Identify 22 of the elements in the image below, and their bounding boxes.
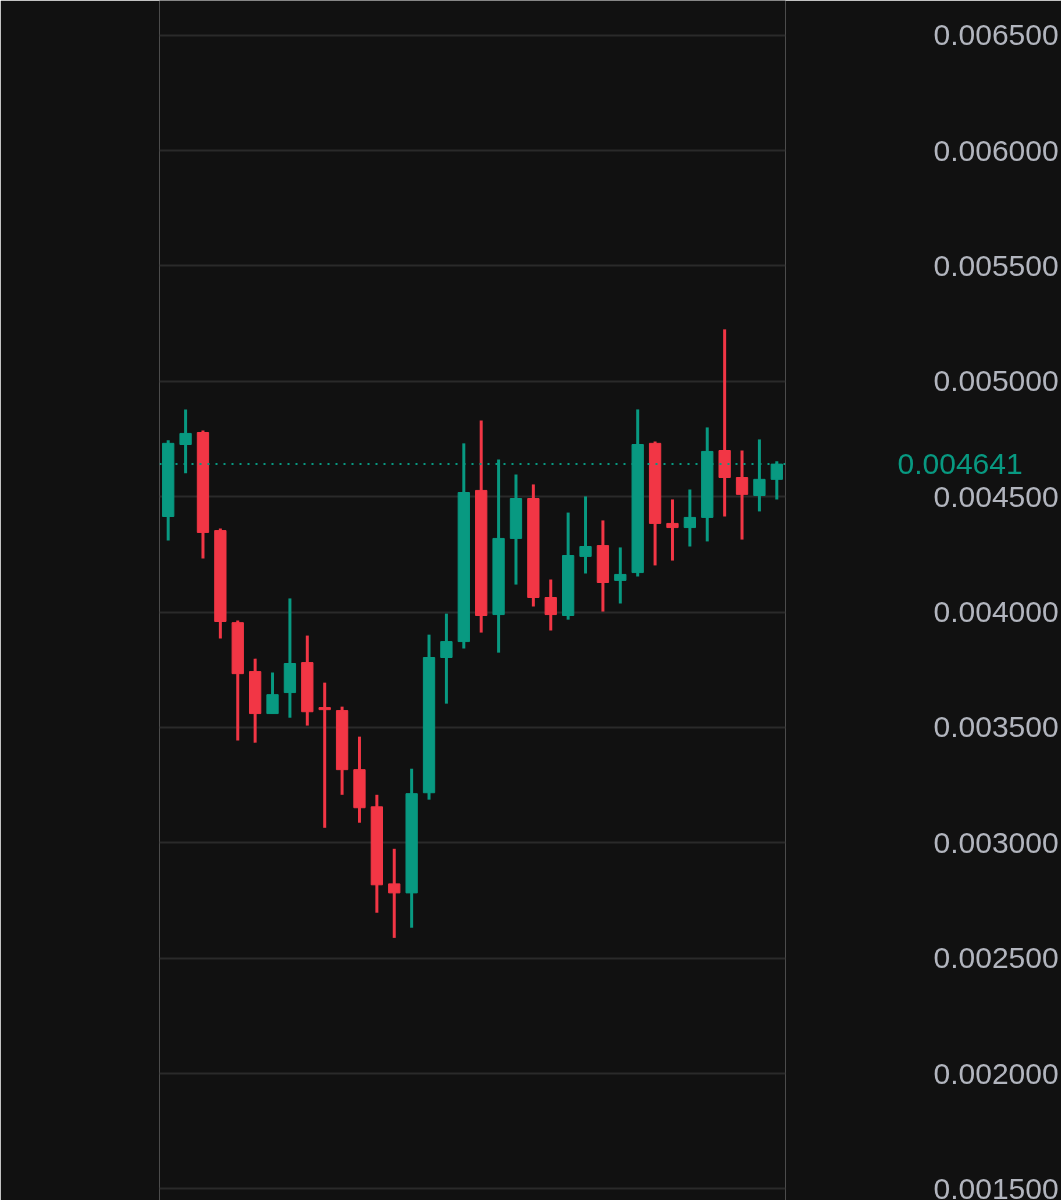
y-tick-label: 0.004000: [933, 595, 1059, 629]
y-tick-label: 0.005500: [933, 248, 1059, 282]
candlestick: [318, 682, 331, 828]
y-tick-label: 0.002500: [933, 941, 1059, 975]
candlestick: [388, 847, 401, 938]
candlestick: [440, 613, 453, 704]
y-tick-label: 0.002000: [933, 1056, 1059, 1090]
candlestick: [735, 450, 749, 540]
y-tick-label: 0.006000: [933, 133, 1059, 167]
candlestick: [614, 547, 627, 604]
y-tick-label: 0.001500: [933, 1171, 1059, 1200]
candlestick: [579, 496, 592, 574]
candlestick: [544, 579, 557, 631]
y-tick-label: 0.005000: [933, 364, 1059, 398]
y-tick-label: 0.003000: [933, 825, 1059, 859]
y-tick-label: 0.004500: [933, 479, 1059, 513]
y-tick-label: 0.006500: [933, 18, 1059, 52]
y-tick-label: 0.003500: [933, 710, 1059, 744]
candlestick: [666, 499, 679, 561]
candlestick: [683, 489, 697, 547]
ref-line-label: 0.004641: [897, 447, 1023, 481]
candlestick: [266, 672, 279, 715]
